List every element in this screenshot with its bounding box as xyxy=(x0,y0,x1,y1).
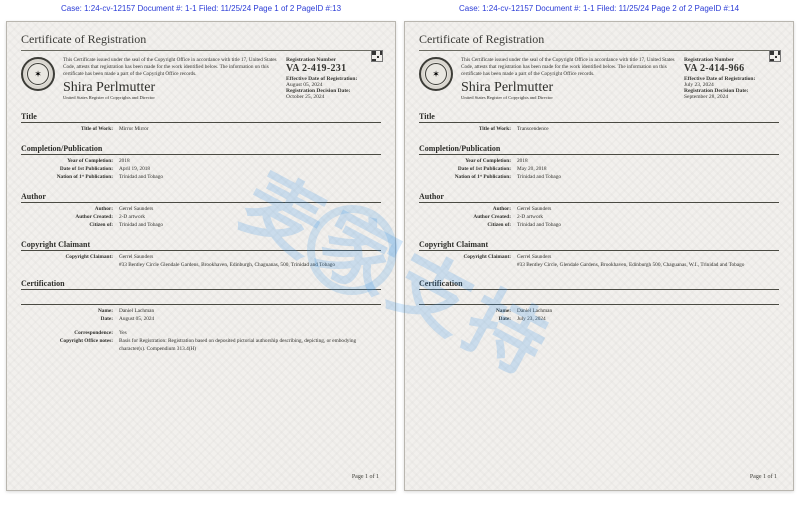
lbl-citizen: Citizen of: xyxy=(419,222,517,230)
section-heading-claimant: Copyright Claimant xyxy=(419,240,779,251)
reg-number: VA 2-419-231 xyxy=(286,63,381,74)
page-container: Case: 1:24-cv-12157 Document #: 1-1 File… xyxy=(0,0,800,495)
section-author: Author Author:Gerrel Saunders Author Cre… xyxy=(21,192,381,230)
registration-box: Registration Number VA 2-419-231 Effecti… xyxy=(286,57,381,100)
val-claimant: Gerrel Saunders xyxy=(517,254,551,260)
lbl-year: Year of Completion: xyxy=(21,158,119,166)
lbl-title-of-work: Title of Work: xyxy=(419,126,517,134)
registration-box: Registration Number VA 2-414-966 Effecti… xyxy=(684,57,779,100)
dec-date: September 28, 2024 xyxy=(684,94,779,100)
section-completion: Completion/Publication Year of Completio… xyxy=(21,144,381,182)
section-certification: Certification Name:Daniel Lachman Date:J… xyxy=(419,279,779,324)
certificate-title: Certificate of Registration xyxy=(21,32,381,51)
lbl-author-created: Author Created: xyxy=(419,214,517,222)
dec-date: October 25, 2024 xyxy=(286,94,381,100)
lbl-cert-date: Date: xyxy=(21,316,119,324)
section-heading-author: Author xyxy=(21,192,381,203)
case-header-1: Case: 1:24-cv-12157 Document #: 1-1 File… xyxy=(6,4,396,13)
page-2: Case: 1:24-cv-12157 Document #: 1-1 File… xyxy=(404,4,794,491)
lbl-correspondence: Correspondence: xyxy=(21,330,119,338)
val-citizen: Trinidad and Tobago xyxy=(119,222,381,230)
val-author: Gerrel Saunders xyxy=(119,206,381,214)
val-author-created: 2-D artwork xyxy=(517,214,779,222)
val-year: 2018 xyxy=(119,158,381,166)
qr-icon xyxy=(769,50,781,62)
certificate-head-paragraph: This Certificate issued under the seal o… xyxy=(63,57,278,78)
section-title-block: Title Title of Work:Mirror Mirror xyxy=(21,112,381,134)
lbl-office-notes: Copyright Office notes: xyxy=(21,338,119,354)
val-cert-name: Daniel Lachman xyxy=(119,308,381,316)
lbl-author-created: Author Created: xyxy=(21,214,119,222)
section-heading-completion: Completion/Publication xyxy=(21,144,381,155)
val-date-pub: May 20, 2018 xyxy=(517,166,779,174)
lbl-claimant: Copyright Claimant: xyxy=(21,254,119,270)
lbl-date-pub: Date of 1st Publication: xyxy=(21,166,119,174)
section-heading-completion: Completion/Publication xyxy=(419,144,779,155)
lbl-citizen: Citizen of: xyxy=(21,222,119,230)
val-claimant-addr: #33 Bentley Circle Glendale Gardens, Bro… xyxy=(119,262,335,268)
section-heading-claimant: Copyright Claimant xyxy=(21,240,381,251)
copyright-seal-icon: ✶ xyxy=(21,57,55,91)
lbl-nation-pub: Nation of 1ˢᵗ Publication: xyxy=(419,174,517,182)
val-title-of-work: Mirror Mirror xyxy=(119,126,381,134)
page-1: Case: 1:24-cv-12157 Document #: 1-1 File… xyxy=(6,4,396,491)
lbl-title-of-work: Title of Work: xyxy=(21,126,119,134)
lbl-year: Year of Completion: xyxy=(419,158,517,166)
val-claimant: Gerrel Saunders xyxy=(119,254,153,260)
section-heading-certification: Certification xyxy=(21,279,381,290)
signature: Shira Perlmutter xyxy=(461,81,676,95)
lbl-cert-name: Name: xyxy=(419,308,517,316)
val-nation-pub: Trinidad and Tobago xyxy=(119,174,381,182)
section-claimant: Copyright Claimant Copyright Claimant:Ge… xyxy=(419,240,779,270)
lbl-author: Author: xyxy=(21,206,119,214)
certificate-title: Certificate of Registration xyxy=(419,32,779,51)
lbl-cert-name: Name: xyxy=(21,308,119,316)
val-cert-name: Daniel Lachman xyxy=(517,308,779,316)
section-heading-title: Title xyxy=(21,112,381,123)
lbl-nation-pub: Nation of 1ˢᵗ Publication: xyxy=(21,174,119,182)
val-cert-date: August 05, 2024 xyxy=(119,316,381,324)
val-date-pub: April 19, 2018 xyxy=(119,166,381,174)
copyright-seal-icon: ✶ xyxy=(419,57,453,91)
val-title-of-work: Transcendence xyxy=(517,126,779,134)
certificate-head-paragraph: This Certificate issued under the seal o… xyxy=(461,57,676,78)
lbl-author: Author: xyxy=(419,206,517,214)
section-title-block: Title Title of Work:Transcendence xyxy=(419,112,779,134)
val-cert-date: July 23, 2024 xyxy=(517,316,779,324)
certificate-header-block: ✶ This Certificate issued under the seal… xyxy=(419,57,779,100)
val-nation-pub: Trinidad and Tobago xyxy=(517,174,779,182)
val-author: Gerrel Saunders xyxy=(517,206,779,214)
certificate-header-block: ✶ This Certificate issued under the seal… xyxy=(21,57,381,100)
val-citizen: Trinidad and Tobago xyxy=(517,222,779,230)
val-office-notes: Basis for Registration: Registration bas… xyxy=(119,338,381,354)
section-completion: Completion/Publication Year of Completio… xyxy=(419,144,779,182)
val-author-created: 2-D artwork xyxy=(119,214,381,222)
signature-title: United States Register of Copyrights and… xyxy=(63,95,278,100)
section-heading-author: Author xyxy=(419,192,779,203)
page-footer: Page 1 of 1 xyxy=(750,474,777,480)
lbl-cert-date: Date: xyxy=(419,316,517,324)
qr-icon xyxy=(371,50,383,62)
section-certification: Certification Name:Daniel Lachman Date:A… xyxy=(21,279,381,354)
section-author: Author Author:Gerrel Saunders Author Cre… xyxy=(419,192,779,230)
signature-title: United States Register of Copyrights and… xyxy=(461,95,676,100)
section-heading-title: Title xyxy=(419,112,779,123)
val-year: 2018 xyxy=(517,158,779,166)
lbl-claimant: Copyright Claimant: xyxy=(419,254,517,270)
section-claimant: Copyright Claimant Copyright Claimant:Ge… xyxy=(21,240,381,270)
val-claimant-addr: #33 Bentley Circle, Glendale Gardens, Br… xyxy=(517,262,744,268)
reg-number: VA 2-414-966 xyxy=(684,63,779,74)
section-heading-certification: Certification xyxy=(419,279,779,290)
certificate-2: Certificate of Registration ✶ This Certi… xyxy=(404,21,794,491)
case-header-2: Case: 1:24-cv-12157 Document #: 1-1 File… xyxy=(404,4,794,13)
page-footer: Page 1 of 1 xyxy=(352,474,379,480)
certificate-1: Certificate of Registration ✶ This Certi… xyxy=(6,21,396,491)
lbl-date-pub: Date of 1st Publication: xyxy=(419,166,517,174)
signature: Shira Perlmutter xyxy=(63,81,278,95)
